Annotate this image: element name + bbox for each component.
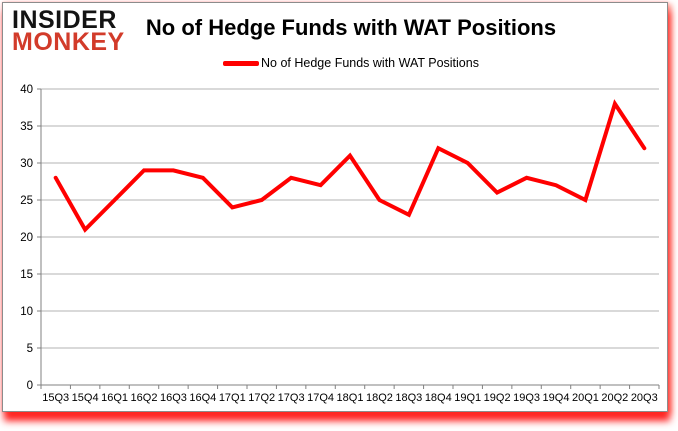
- chart-legend: No of Hedge Funds with WAT Positions: [41, 56, 661, 70]
- chart-title: No of Hedge Funds with WAT Positions: [145, 15, 557, 40]
- chart-card: INSIDER MONKEY No of Hedge Funds with WA…: [2, 2, 668, 412]
- x-tick-label: 19Q1: [454, 392, 481, 404]
- x-tick-label: 17Q3: [278, 392, 305, 404]
- legend-line-swatch: [223, 60, 260, 66]
- logo-text-insider: INSIDER: [12, 6, 117, 34]
- y-tick-label: 30: [20, 158, 33, 170]
- data-series-line: [53, 99, 647, 233]
- line-chart-svg: 0 5 10 15 20 25 30 35 40 15Q3 15Q4 16Q1 16Q2 16Q3 16Q4…: [20, 84, 660, 404]
- x-tick-label: 20Q1: [572, 392, 599, 404]
- y-tick-label: 5: [27, 343, 33, 355]
- x-tick-label: 17Q1: [219, 392, 246, 404]
- y-tick-label: 15: [20, 269, 33, 281]
- x-tick-label: 15Q3: [42, 392, 69, 404]
- x-tick-label: 16Q4: [189, 392, 216, 404]
- x-tick-label: 19Q3: [513, 392, 540, 404]
- y-tick-label: 0: [27, 380, 33, 392]
- insider-monkey-logo: INSIDER MONKEY: [12, 6, 125, 56]
- x-tick-label: 17Q4: [307, 392, 334, 404]
- x-tick-label: 18Q4: [425, 392, 452, 404]
- legend-label: No of Hedge Funds with WAT Positions: [261, 56, 479, 70]
- logo-text-monkey: MONKEY: [12, 27, 125, 56]
- x-tick-label: 16Q2: [131, 392, 158, 404]
- x-tick-label: 18Q1: [337, 392, 364, 404]
- x-tick-label: 18Q2: [366, 392, 393, 404]
- y-tick-label: 35: [20, 121, 33, 133]
- x-tick-label: 20Q3: [631, 392, 658, 404]
- x-tick-label: 20Q2: [601, 392, 628, 404]
- x-tick-label: 19Q2: [484, 392, 511, 404]
- y-tick-label: 40: [20, 84, 33, 96]
- x-tick-label: 16Q1: [101, 392, 128, 404]
- x-tick-label: 16Q3: [160, 392, 187, 404]
- y-tick-label: 20: [20, 232, 33, 244]
- y-tick-label: 10: [20, 306, 33, 318]
- x-tick-label: 15Q4: [72, 392, 99, 404]
- x-tick-label: 19Q4: [543, 392, 570, 404]
- x-tick-label: 17Q2: [248, 392, 275, 404]
- y-tick-label: 25: [20, 195, 33, 207]
- x-tick-label: 18Q3: [395, 392, 422, 404]
